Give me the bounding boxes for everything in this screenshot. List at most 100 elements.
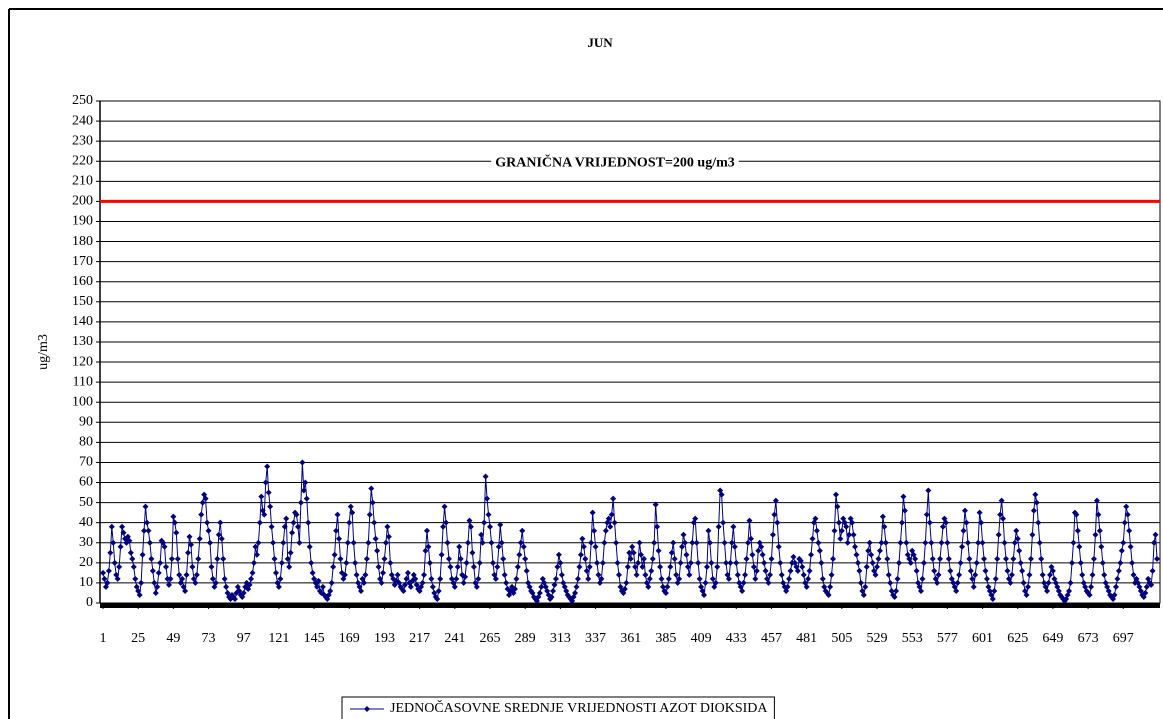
marker: [265, 489, 272, 496]
marker: [142, 503, 149, 510]
marker: [514, 563, 521, 570]
marker: [944, 539, 951, 546]
marker: [769, 531, 776, 538]
marker: [746, 517, 753, 524]
x-tick-label: 289: [515, 631, 536, 646]
y-tick-label: 50: [79, 495, 93, 510]
marker: [1046, 571, 1053, 578]
marker: [733, 559, 740, 566]
marker: [111, 559, 118, 566]
marker: [494, 563, 501, 570]
marker: [195, 555, 202, 562]
marker: [1000, 515, 1007, 522]
marker: [972, 571, 979, 578]
y-tick-label: 80: [79, 435, 93, 450]
marker: [648, 567, 655, 574]
marker: [762, 567, 769, 574]
marker: [1029, 531, 1036, 538]
marker: [353, 571, 360, 578]
marker: [1070, 539, 1077, 546]
marker: [1073, 511, 1080, 518]
marker: [912, 555, 919, 562]
marker: [425, 543, 432, 550]
marker: [179, 575, 186, 582]
marker: [267, 503, 274, 510]
marker: [116, 563, 123, 570]
marker: [900, 493, 907, 500]
marker: [605, 515, 612, 522]
marker: [759, 551, 766, 558]
marker: [997, 511, 1004, 518]
marker: [850, 531, 857, 538]
marker: [882, 539, 889, 546]
marker: [466, 517, 473, 524]
marker: [469, 549, 476, 556]
marker: [1099, 559, 1106, 566]
marker: [204, 519, 211, 526]
marker: [832, 491, 839, 498]
marker: [214, 555, 221, 562]
legend-marker: [364, 706, 370, 712]
x-tick-label: 193: [374, 631, 395, 646]
marker: [100, 569, 106, 576]
marker: [193, 571, 200, 578]
x-tick-label: 1: [100, 631, 107, 646]
marker: [611, 519, 618, 526]
marker: [114, 575, 121, 582]
marker: [592, 543, 599, 550]
marker: [451, 583, 458, 590]
marker: [500, 555, 507, 562]
marker: [315, 577, 322, 584]
marker: [1074, 527, 1081, 534]
marker: [884, 555, 891, 562]
marker: [706, 539, 713, 546]
marker: [838, 527, 845, 534]
marker: [365, 539, 372, 546]
marker: [991, 587, 998, 594]
marker: [1067, 579, 1074, 586]
marker: [300, 487, 307, 494]
marker: [865, 547, 872, 554]
x-tick-label: 697: [1113, 631, 1134, 646]
marker: [768, 555, 775, 562]
marker: [693, 539, 700, 546]
marker: [1020, 579, 1027, 586]
marker: [250, 559, 257, 566]
marker: [959, 543, 966, 550]
marker: [550, 587, 557, 594]
marker: [198, 511, 205, 518]
marker: [176, 571, 183, 578]
marker: [272, 569, 279, 576]
marker: [1126, 527, 1133, 534]
marker: [872, 571, 879, 578]
y-tick-label: 150: [72, 294, 93, 309]
marker: [1129, 559, 1136, 566]
marker: [708, 559, 715, 566]
marker: [926, 519, 933, 526]
marker: [209, 575, 216, 582]
marker: [130, 563, 137, 570]
marker: [511, 585, 518, 592]
marker: [443, 519, 450, 526]
marker: [186, 533, 193, 540]
marker: [401, 581, 408, 588]
marker: [352, 559, 359, 566]
marker: [445, 555, 452, 562]
legend-box: [341, 696, 775, 719]
marker: [794, 567, 801, 574]
marker: [270, 539, 277, 546]
marker: [182, 587, 189, 594]
marker: [875, 555, 882, 562]
marker: [766, 571, 773, 578]
marker: [828, 571, 835, 578]
marker: [953, 587, 960, 594]
marker: [1148, 581, 1155, 588]
marker: [173, 529, 180, 536]
marker: [640, 555, 647, 562]
marker: [805, 575, 812, 582]
marker: [1001, 539, 1008, 546]
marker: [1121, 519, 1128, 526]
y-tick-label: 40: [79, 515, 93, 530]
marker: [375, 563, 382, 570]
marker: [435, 587, 442, 594]
